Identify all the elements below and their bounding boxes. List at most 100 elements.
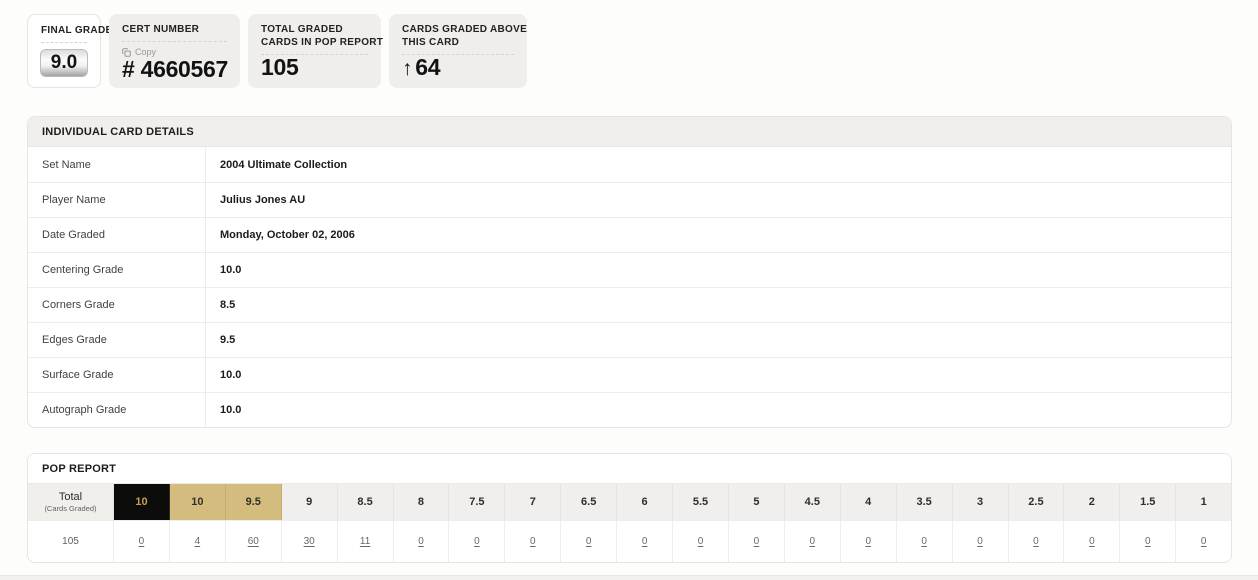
stats-row: FINAL GRADE 9.0 CERT NUMBER Copy # 46605… <box>27 14 1232 88</box>
pop-grade-headers: 10 10 9.5 9 8.5 8 7.5 7 6.5 6 <box>114 484 1231 520</box>
pop-count-link[interactable]: 0 <box>418 536 424 547</box>
pop-count-cell: 0 <box>617 521 674 562</box>
total-graded-label: TOTAL GRADED CARDS IN POP REPORT <box>261 24 384 48</box>
divider <box>122 41 227 42</box>
pop-count-cell: 0 <box>1064 521 1121 562</box>
pop-count-cell: 4 <box>170 521 226 562</box>
pop-grade-header: 10 <box>114 484 170 520</box>
details-row: Centering Grade 10.0 <box>28 252 1231 287</box>
pop-count-cells: 0 4 60 30 11 <box>114 521 1231 562</box>
pop-report-card: POP REPORT Total (Cards Graded) 10 10 9.… <box>27 453 1232 563</box>
details-row: Set Name 2004 Ultimate Collection <box>28 147 1231 182</box>
stat-card-final-grade: FINAL GRADE 9.0 <box>27 14 113 88</box>
pop-grade-header: 1.5 <box>1120 484 1177 520</box>
pop-count-link[interactable]: 0 <box>1200 536 1207 547</box>
cards-above-label: CARDS GRADED ABOVE THIS CARD <box>402 24 528 48</box>
details-row: Edges Grade 9.5 <box>28 322 1231 357</box>
pop-count-cell: 0 <box>1176 521 1231 562</box>
pop-header-row: Total (Cards Graded) 10 10 9.5 9 8.5 8 <box>28 484 1231 520</box>
detail-value: Julius Jones AU <box>220 194 306 206</box>
pop-grade-header: 6 <box>617 484 674 520</box>
pop-count-link[interactable]: 0 <box>641 536 648 547</box>
page-content: FINAL GRADE 9.0 CERT NUMBER Copy # 46605… <box>27 14 1232 563</box>
detail-label: Edges Grade <box>28 323 206 357</box>
detail-label: Corners Grade <box>28 288 206 322</box>
pop-grade-header: 5 <box>728 484 785 520</box>
detail-value: 8.5 <box>220 299 236 311</box>
pop-count-cell: 0 <box>897 521 953 562</box>
pop-grade-header: 3.5 <box>896 484 953 520</box>
pop-count-link[interactable]: 4 <box>194 536 201 547</box>
pop-count-cell: 0 <box>114 521 170 562</box>
detail-value: 10.0 <box>220 369 242 381</box>
pop-grade-header: 4.5 <box>784 484 841 520</box>
pop-count-cell: 0 <box>785 521 841 562</box>
pop-count-link[interactable]: 0 <box>809 536 816 547</box>
details-card: INDIVIDUAL CARD DETAILS Set Name 2004 Ul… <box>27 116 1232 428</box>
divider <box>41 42 87 43</box>
pop-report-title: POP REPORT <box>28 454 1231 484</box>
pop-count-link[interactable]: 30 <box>303 536 315 547</box>
pop-count-link[interactable]: 0 <box>697 536 704 547</box>
pop-count-link[interactable]: 0 <box>921 536 927 547</box>
copy-button[interactable]: Copy <box>122 47 156 57</box>
pop-grade-header: 9 <box>281 484 338 520</box>
copy-label: Copy <box>135 47 157 57</box>
pop-count-link[interactable]: 0 <box>138 536 145 547</box>
pop-grade-header: 5.5 <box>673 484 729 520</box>
pop-grade-header: 9.5 <box>225 484 282 520</box>
pop-count-link[interactable]: 0 <box>865 536 872 547</box>
divider <box>402 54 514 55</box>
pop-total-value: 105 <box>28 521 114 562</box>
stat-card-total-graded: TOTAL GRADED CARDS IN POP REPORT 105 <box>248 14 384 88</box>
pop-count-link[interactable]: 60 <box>247 536 259 547</box>
details-title: INDIVIDUAL CARD DETAILS <box>28 117 1231 147</box>
cert-number-label: CERT NUMBER <box>122 24 200 35</box>
final-grade-label: FINAL GRADE <box>41 25 113 36</box>
pop-grade-header: 7.5 <box>449 484 506 520</box>
pop-count-link[interactable]: 0 <box>474 536 480 547</box>
pop-grade-header: 3 <box>952 484 1009 520</box>
pop-count-link[interactable]: 0 <box>1033 536 1039 547</box>
pop-count-cell: 30 <box>282 521 338 562</box>
pop-grade-header: 7 <box>505 484 562 520</box>
pop-grade-header: 10 <box>169 484 226 520</box>
pop-count-link[interactable]: 11 <box>359 536 371 547</box>
pop-count-link[interactable]: 0 <box>753 536 760 547</box>
pop-value-row: 105 0 4 60 30 <box>28 520 1231 562</box>
pop-grade-header: 6.5 <box>561 484 618 520</box>
pop-count-link[interactable]: 0 <box>585 536 592 547</box>
pop-grade-header: 2 <box>1064 484 1121 520</box>
pop-count-link[interactable]: 0 <box>1144 536 1151 547</box>
detail-value: Monday, October 02, 2006 <box>220 229 355 241</box>
detail-label: Player Name <box>28 183 206 217</box>
pop-count-cell: 0 <box>394 521 450 562</box>
detail-label: Centering Grade <box>28 253 206 287</box>
details-row: Player Name Julius Jones AU <box>28 182 1231 217</box>
pop-count-cell: 0 <box>729 521 785 562</box>
detail-value: 2004 Ultimate Collection <box>220 158 348 171</box>
pop-grade-header: 4 <box>840 484 897 520</box>
pop-count-cell: 0 <box>953 521 1009 562</box>
detail-label: Autograph Grade <box>28 393 206 427</box>
details-row: Date Graded Monday, October 02, 2006 <box>28 217 1231 252</box>
pop-grade-header: 8.5 <box>337 484 394 520</box>
divider <box>261 54 368 55</box>
pop-count-cell: 60 <box>226 521 282 562</box>
pop-count-cell: 0 <box>841 521 897 562</box>
copy-icon <box>122 47 131 57</box>
footer-strip <box>0 575 1258 580</box>
details-row: Autograph Grade 10.0 <box>28 392 1231 427</box>
pop-count-link[interactable]: 0 <box>1089 536 1095 547</box>
pop-grade-header: 8 <box>393 484 450 520</box>
pop-count-link[interactable]: 0 <box>977 536 983 547</box>
pop-count-link[interactable]: 0 <box>530 536 536 547</box>
total-graded-value: 105 <box>261 54 299 80</box>
pop-count-cell: 0 <box>673 521 729 562</box>
detail-label: Set Name <box>28 147 206 182</box>
cert-number-value: # 4660567 <box>122 56 229 82</box>
stat-card-cards-above: CARDS GRADED ABOVE THIS CARD ↑ 64 <box>389 14 527 88</box>
pop-total-header: Total (Cards Graded) <box>28 484 114 520</box>
details-table: Set Name 2004 Ultimate Collection Player… <box>28 147 1231 427</box>
pop-grade-header: 1 <box>1176 484 1231 520</box>
